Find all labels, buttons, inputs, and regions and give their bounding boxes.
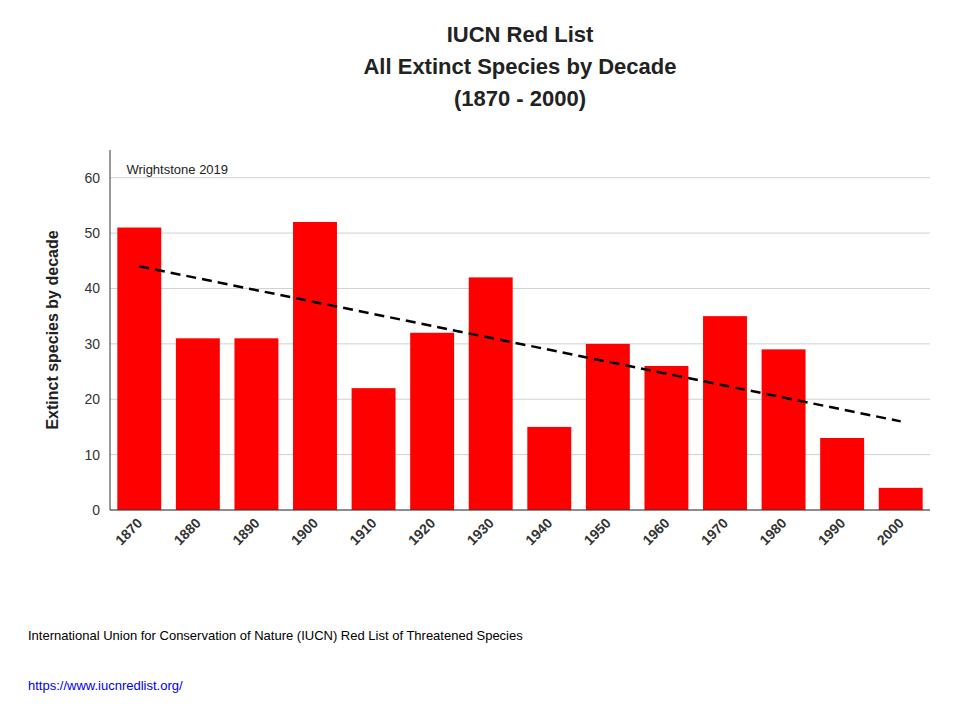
bar <box>762 349 806 510</box>
y-axis-line <box>110 150 111 510</box>
y-tick-label: 40 <box>84 280 100 296</box>
footnote: International Union for Conservation of … <box>28 628 523 643</box>
x-tick-label: 1890 <box>229 515 262 548</box>
annotation: Wrightstone 2019 <box>126 162 228 177</box>
bar <box>703 316 747 510</box>
bar <box>644 366 688 510</box>
bar <box>586 344 630 510</box>
trend-line <box>139 266 900 421</box>
bar <box>410 333 454 510</box>
y-tick-label: 0 <box>92 502 100 518</box>
y-tick-label: 20 <box>84 391 100 407</box>
grid-line <box>110 399 930 400</box>
y-tick-label: 60 <box>84 170 100 186</box>
grid-line <box>110 233 930 234</box>
bar <box>469 277 513 510</box>
x-tick-label: 1870 <box>112 515 145 548</box>
plot-area <box>117 222 922 510</box>
y-axis-label: Extinct species by decade <box>44 230 61 429</box>
x-tick-label: 1930 <box>463 515 496 548</box>
bar <box>234 338 278 510</box>
grid <box>110 178 930 510</box>
x-tick-label: 2000 <box>873 515 906 548</box>
bar <box>293 222 337 510</box>
bar <box>527 427 571 510</box>
x-tick-label: 1920 <box>405 515 438 548</box>
y-tick-label: 50 <box>84 225 100 241</box>
title: (1870 - 2000) <box>454 86 586 111</box>
x-axis-line <box>110 510 930 511</box>
x-tick-label: 1880 <box>171 515 204 548</box>
chart: IUCN Red List All Extinct Species by Deca… <box>0 0 960 720</box>
footnote: https://www.iucnredlist.org/ <box>28 678 183 693</box>
x-tick-label: 1940 <box>522 515 555 548</box>
x-tick-label: 1990 <box>815 515 848 548</box>
grid-line <box>110 288 930 289</box>
x-tick-label: 1960 <box>639 515 672 548</box>
x-tick-label: 1980 <box>756 515 789 548</box>
bar <box>117 228 161 510</box>
x-tick-label: 1900 <box>288 515 321 548</box>
chart-container: IUCN Red List All Extinct Species by Deca… <box>0 0 960 720</box>
grid-line <box>110 454 930 455</box>
bar <box>176 338 220 510</box>
x-tick-label: 1970 <box>698 515 731 548</box>
bar <box>820 438 864 510</box>
x-tick-label: 1910 <box>346 515 379 548</box>
bar <box>879 488 923 510</box>
x-tick-label: 1950 <box>581 515 614 548</box>
y-tick-label: 10 <box>84 447 100 463</box>
grid-line <box>110 510 930 511</box>
bar <box>352 388 396 510</box>
grid-line <box>110 177 930 178</box>
title: IUCN Red List <box>447 22 594 47</box>
title: All Extinct Species by Decade <box>363 54 676 79</box>
y-tick-label: 30 <box>84 336 100 352</box>
